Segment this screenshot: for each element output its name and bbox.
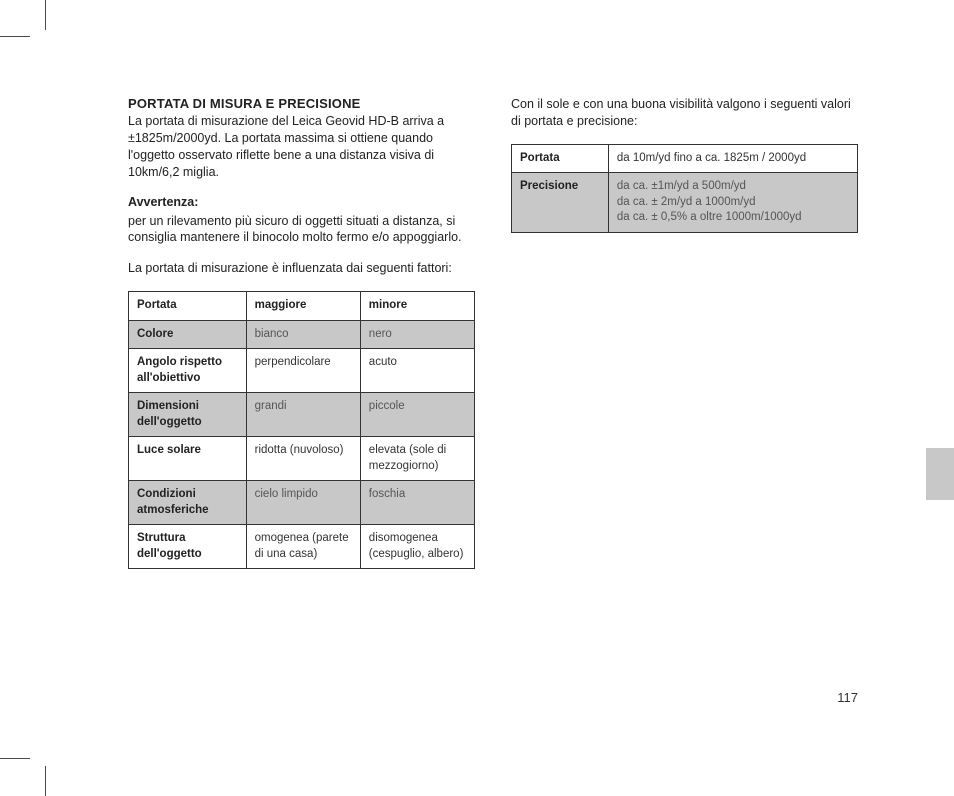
crop-mark [45,0,46,30]
table-row: Precisioneda ca. ±1m/yd a 500m/ydda ca. … [512,173,858,233]
table-header-cell: maggiore [246,292,360,321]
row-label-cell: Dimensioni dell'oggetto [129,393,247,437]
table-row: Angolo rispetto all'obiettivoperpendicol… [129,349,475,393]
page-number: 117 [837,690,858,705]
row-label-cell: Struttura dell'oggetto [129,525,247,569]
row-label-cell: Colore [129,320,247,349]
left-column: PORTATA DI MISURA E PRECISIONE La portat… [128,96,475,569]
warning-label: Avvertenza: [128,195,475,209]
table-row: Luce solareridotta (nuvoloso)elevata (so… [129,437,475,481]
row-value-cell: da ca. ±1m/yd a 500m/ydda ca. ± 2m/yd a … [608,173,857,233]
factors-table: PortatamaggioreminoreColorebianconeroAng… [128,291,475,569]
row-value-cell: perpendicolare [246,349,360,393]
table-header-row: Portatamaggioreminore [129,292,475,321]
row-label-cell: Precisione [512,173,609,233]
paragraph: per un rilevamento più sicuro di oggetti… [128,213,475,247]
paragraph: Con il sole e con una buona visibilità v… [511,96,858,130]
precision-table: Portatada 10m/yd fino a ca. 1825m / 2000… [511,144,858,233]
row-value-cell: ridotta (nuvoloso) [246,437,360,481]
thumb-index-tab [926,448,954,500]
row-value-cell: omogenea (parete di una casa) [246,525,360,569]
row-value-cell: piccole [360,393,474,437]
table-row: Struttura dell'oggettoomogenea (parete d… [129,525,475,569]
row-value-cell: foschia [360,481,474,525]
row-value-cell: disomogenea (cespuglio, albero) [360,525,474,569]
row-value-cell: da 10m/yd fino a ca. 1825m / 2000yd [608,144,857,173]
table-row: Condizioni atmosferichecielo limpidofosc… [129,481,475,525]
row-label-cell: Luce solare [129,437,247,481]
table-header-cell: minore [360,292,474,321]
crop-mark [0,36,30,37]
section-heading: PORTATA DI MISURA E PRECISIONE [128,96,475,111]
row-value-cell: bianco [246,320,360,349]
table-row: Colorebianconero [129,320,475,349]
paragraph: La portata di misurazione è influenzata … [128,260,475,277]
page-content: PORTATA DI MISURA E PRECISIONE La portat… [128,96,858,569]
row-label-cell: Angolo rispetto all'obiettivo [129,349,247,393]
row-value-cell: nero [360,320,474,349]
table-row: Dimensioni dell'oggettograndipiccole [129,393,475,437]
crop-mark [45,766,46,796]
row-label-cell: Portata [512,144,609,173]
crop-mark [0,758,30,759]
row-label-cell: Condizioni atmosferiche [129,481,247,525]
right-column: Con il sole e con una buona visibilità v… [511,96,858,569]
table-header-cell: Portata [129,292,247,321]
paragraph: La portata di misurazione del Leica Geov… [128,113,475,181]
row-value-cell: cielo limpido [246,481,360,525]
table-row: Portatada 10m/yd fino a ca. 1825m / 2000… [512,144,858,173]
row-value-cell: acuto [360,349,474,393]
row-value-cell: elevata (sole di mezzogiorno) [360,437,474,481]
row-value-cell: grandi [246,393,360,437]
